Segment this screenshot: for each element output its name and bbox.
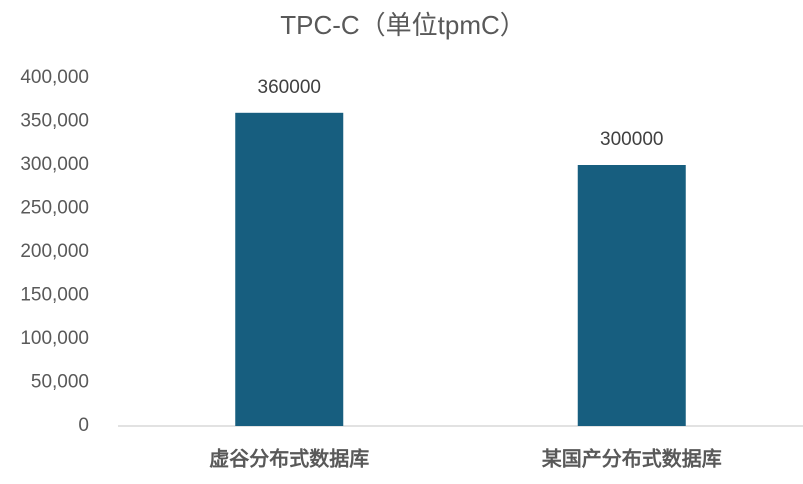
y-tick-label: 100,000 (20, 328, 89, 349)
y-tick-label: 250,000 (20, 198, 89, 219)
x-tick-label: 某国产分布式数据库 (542, 446, 722, 470)
y-tick-label: 0 (78, 415, 89, 436)
y-tick-label: 200,000 (20, 241, 89, 262)
bar (577, 165, 686, 426)
y-tick-label: 350,000 (20, 111, 89, 132)
chart-title: TPC-C（单位tpmC） (280, 10, 526, 40)
y-tick-label: 300,000 (20, 154, 89, 175)
y-tick-label: 400,000 (20, 67, 89, 88)
y-tick-label: 50,000 (31, 372, 89, 393)
bar (235, 112, 344, 427)
data-label: 300000 (600, 129, 663, 150)
x-tick-label: 虚谷分布式数据库 (209, 446, 369, 470)
data-label: 360000 (258, 77, 321, 98)
y-tick-label: 150,000 (20, 285, 89, 306)
